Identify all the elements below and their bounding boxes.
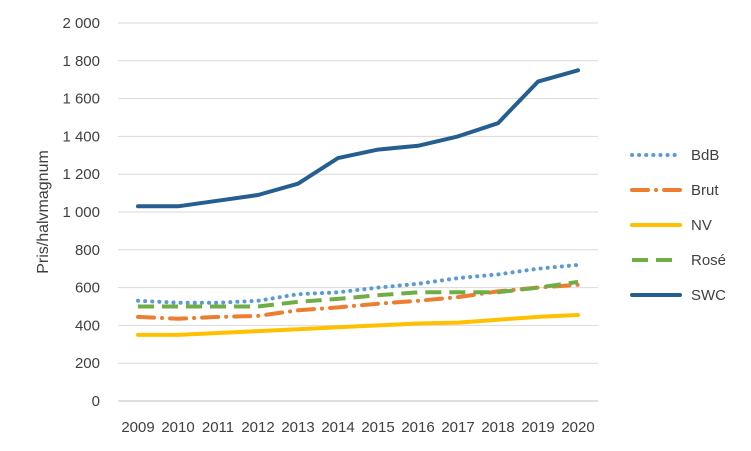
x-tick-label: 2012	[241, 419, 274, 436]
y-axis-title: Pris/halvmagnum	[35, 150, 52, 274]
x-tick-label: 2010	[161, 419, 194, 436]
y-axis-ticks: 0 200 400 600 800 1 000 1 200 1 400 1 600 1 800 2 …	[62, 15, 100, 410]
y-tick-label: 2 000	[62, 15, 100, 32]
y-tick-label: 1 400	[62, 128, 100, 145]
x-tick-label: 2011	[202, 419, 234, 436]
legend: BdB Brut NV Rosé SWC	[630, 147, 726, 304]
x-axis-ticks: 2009 2010 2011 2012 2013 2014 2015 2016 2017 2018…	[121, 419, 594, 436]
y-tick-label: 0	[92, 393, 100, 410]
x-tick-label: 2018	[481, 419, 514, 436]
legend-label: SWC	[691, 287, 726, 304]
x-tick-label: 2015	[361, 419, 394, 436]
x-tick-label: 2014	[321, 419, 354, 436]
legend-label: Rosé	[691, 252, 726, 269]
y-tick-label: 1 000	[62, 204, 100, 221]
x-tick-label: 2017	[441, 419, 474, 436]
x-tick-label: 2020	[561, 419, 594, 436]
series-line-nv	[136, 313, 580, 337]
legend-label: BdB	[691, 147, 719, 164]
y-tick-label: 1 800	[62, 53, 100, 70]
y-tick-label: 400	[75, 317, 100, 334]
series-line-bdb	[136, 262, 580, 305]
y-tick-label: 600	[75, 280, 100, 297]
legend-label: Brut	[691, 182, 719, 199]
series-lines	[136, 68, 580, 337]
y-tick-label: 200	[75, 355, 100, 372]
y-tick-label: 1 200	[62, 166, 100, 183]
series-line-swc	[136, 68, 580, 209]
x-tick-label: 2009	[121, 419, 154, 436]
x-tick-label: 2016	[401, 419, 434, 436]
gridlines	[118, 22, 598, 364]
x-tick-label: 2019	[521, 419, 554, 436]
legend-label: NV	[691, 217, 712, 234]
y-tick-label: 1 600	[62, 91, 100, 108]
series-line-ros-	[138, 279, 579, 309]
x-tick-label: 2013	[281, 419, 314, 436]
y-tick-label: 800	[75, 242, 100, 259]
